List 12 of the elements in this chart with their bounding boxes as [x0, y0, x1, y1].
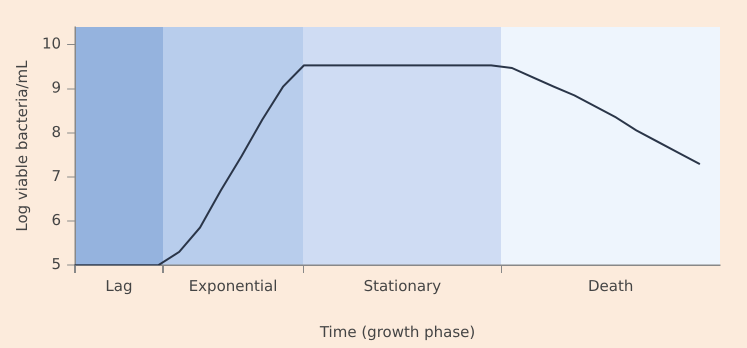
y-tick-label: 7: [52, 166, 62, 185]
text: Lag: [104, 277, 134, 296]
y-axis-title: Log viable bacteria/mL: [12, 60, 31, 232]
y-tick-label: 10: [42, 34, 62, 53]
y-tick-label: 5: [52, 255, 62, 274]
x-axis-title: Time (growth phase): [318, 322, 476, 341]
text: Stationary: [362, 277, 442, 296]
y-tick-label: 9: [52, 78, 62, 97]
y-tick-label: 8: [52, 122, 62, 141]
text: Death: [586, 277, 634, 296]
y-tick-label: 6: [52, 210, 62, 229]
text: Exponential: [188, 277, 278, 296]
